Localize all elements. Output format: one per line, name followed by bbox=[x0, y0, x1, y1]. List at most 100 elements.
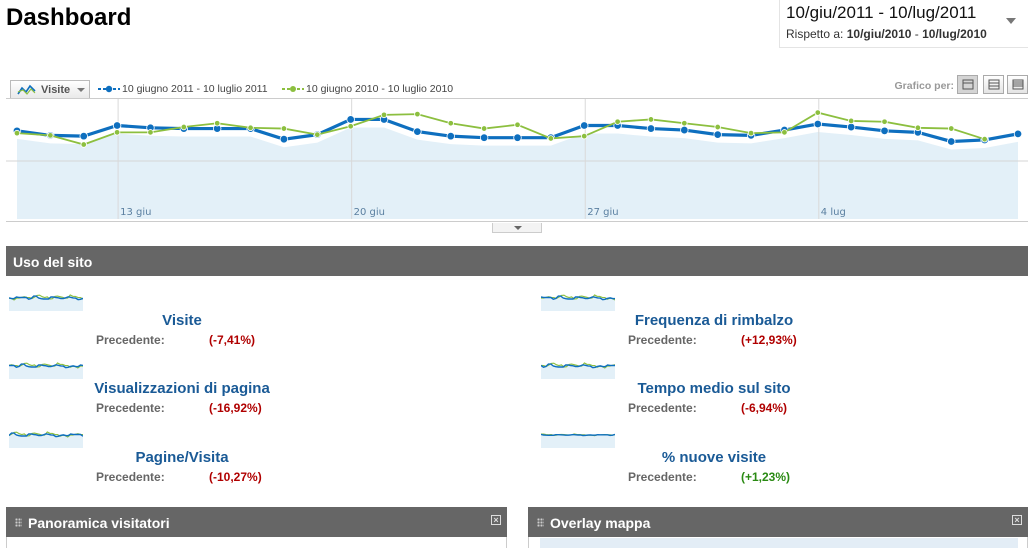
metric-avg-time[interactable]: Tempo medio sul sito Precedente: (-6,94%… bbox=[538, 359, 1028, 423]
sparkline-current bbox=[541, 433, 615, 437]
metric-delta: (-6,94%) bbox=[741, 401, 788, 415]
data-point-previous bbox=[514, 121, 521, 128]
data-point-previous bbox=[881, 118, 888, 125]
compare-label: Rispetto a: bbox=[786, 27, 844, 41]
close-icon[interactable]: × bbox=[1012, 515, 1022, 525]
data-point-previous bbox=[781, 129, 788, 136]
sparkline-fill bbox=[9, 297, 83, 311]
metric-bounce-rate[interactable]: Frequenza di rimbalzo Precedente: (+12,9… bbox=[538, 291, 1028, 355]
metric-delta: (-7,41%) bbox=[209, 333, 256, 347]
metric-name[interactable]: Pagine/Visita bbox=[135, 449, 229, 466]
data-point-previous bbox=[47, 132, 54, 139]
visits-chart-svg: 13 giu 20 giu 27 giu 4 lug bbox=[6, 99, 1028, 219]
map-widget-header[interactable]: Overlay mappa × bbox=[528, 507, 1028, 537]
chart-resize-handle[interactable] bbox=[492, 223, 542, 233]
data-point-previous bbox=[113, 129, 121, 136]
line-chart-icon bbox=[17, 84, 36, 95]
data-point-previous bbox=[948, 125, 955, 132]
sparkline-bounce-rate bbox=[541, 294, 615, 311]
compare-start: 10/giu/2010 bbox=[846, 27, 912, 41]
sparkline-current bbox=[9, 432, 83, 438]
sparkline-current bbox=[541, 363, 615, 369]
metric-dropdown[interactable]: Visite bbox=[10, 80, 90, 99]
metric-new-visits[interactable]: % nuove visite Precedente: (+1,23%) bbox=[538, 428, 1028, 492]
graph-by-label: Grafico per: bbox=[894, 80, 954, 92]
x-tick-label: 27 giu bbox=[587, 207, 618, 218]
x-tick-label: 4 lug bbox=[821, 207, 846, 218]
data-point-previous bbox=[213, 120, 221, 127]
compare-separator: - bbox=[911, 27, 923, 41]
data-point-current bbox=[513, 133, 522, 142]
data-point-current bbox=[880, 126, 889, 136]
visits-chart[interactable]: 13 giu 20 giu 27 giu 4 lug bbox=[6, 98, 1028, 222]
sparkline-fill bbox=[541, 297, 615, 311]
drag-handle-icon[interactable] bbox=[537, 518, 544, 527]
sparkline-pages-per-visit bbox=[9, 431, 83, 448]
data-point-previous bbox=[147, 129, 154, 136]
data-point-previous bbox=[681, 120, 688, 127]
view-month-button[interactable] bbox=[1007, 75, 1028, 94]
close-icon[interactable]: × bbox=[491, 515, 501, 525]
data-point-previous bbox=[247, 124, 254, 131]
data-point-previous bbox=[981, 136, 988, 143]
data-point-previous bbox=[814, 109, 821, 116]
data-point-previous bbox=[847, 117, 855, 125]
sparkline-current bbox=[9, 363, 83, 369]
data-point-previous bbox=[614, 118, 621, 125]
data-point-previous bbox=[447, 120, 454, 127]
visitors-widget-header[interactable]: Panoramica visitatori × bbox=[6, 507, 507, 537]
drag-handle-icon[interactable] bbox=[15, 518, 22, 527]
data-point-current bbox=[279, 135, 289, 144]
data-point-previous bbox=[180, 123, 188, 131]
data-point-previous bbox=[914, 124, 922, 131]
previous-label: Precedente: bbox=[96, 333, 165, 347]
metric-delta: (-16,92%) bbox=[209, 401, 262, 415]
data-point-previous bbox=[380, 111, 388, 119]
metric-name[interactable]: % nuove visite bbox=[661, 449, 767, 466]
sparkline-current bbox=[9, 295, 83, 301]
view-day-button[interactable] bbox=[957, 75, 978, 94]
legend-current-label: 10 giugno 2011 - 10 luglio 2011 bbox=[122, 83, 268, 95]
metric-name[interactable]: Visite bbox=[162, 312, 202, 329]
metric-visits[interactable]: Visite Precedente: (-7,41%) bbox=[6, 291, 506, 355]
date-range-picker[interactable]: 10/giu/2011 - 10/lug/2011 Rispetto a: 10… bbox=[779, 0, 1028, 48]
metric-name[interactable]: Frequenza di rimbalzo bbox=[634, 312, 794, 329]
previous-label: Precedente: bbox=[628, 333, 697, 347]
date-range-main: 10/giu/2011 - 10/lug/2011 bbox=[786, 3, 977, 22]
sparkline-fill bbox=[541, 434, 615, 448]
chart-area-fill bbox=[17, 127, 1018, 219]
data-point-previous bbox=[547, 135, 555, 142]
data-point-previous bbox=[280, 125, 288, 132]
metric-name[interactable]: Visualizzazioni di pagina bbox=[94, 380, 270, 397]
metric-pages-per-visit[interactable]: Pagine/Visita Precedente: (-10,27%) bbox=[6, 428, 506, 492]
metric-delta: (-10,27%) bbox=[209, 470, 262, 484]
sparkline-current bbox=[541, 295, 615, 301]
chart-toolbar: Visite 10 giugno 2011 - 10 luglio 2011 1… bbox=[10, 75, 1028, 99]
metric-name[interactable]: Tempo medio sul sito bbox=[637, 380, 791, 397]
data-point-previous bbox=[13, 129, 21, 137]
view-week-button[interactable] bbox=[983, 75, 1004, 94]
map-widget-title: Overlay mappa bbox=[550, 515, 651, 531]
data-point-current bbox=[346, 115, 355, 124]
week-view-icon bbox=[988, 79, 1000, 90]
data-point-current bbox=[446, 131, 455, 141]
data-point-current bbox=[947, 137, 956, 146]
data-point-previous bbox=[480, 125, 488, 132]
map-preview[interactable] bbox=[540, 538, 1018, 548]
sparkline-avg-time bbox=[541, 362, 615, 379]
chevron-down-icon[interactable] bbox=[1006, 18, 1016, 24]
previous-label: Precedente: bbox=[628, 470, 697, 484]
data-point-previous bbox=[581, 132, 588, 140]
day-view-icon bbox=[962, 79, 974, 90]
sparkline-new-visits bbox=[541, 433, 615, 448]
metric-delta: (+1,23%) bbox=[741, 470, 791, 484]
metric-pageviews[interactable]: Visualizzazioni di pagina Precedente: (-… bbox=[6, 359, 506, 423]
data-point-current bbox=[79, 131, 88, 141]
page-title: Dashboard bbox=[6, 4, 132, 31]
sparkline-pageviews bbox=[9, 362, 83, 379]
visitors-widget-body bbox=[6, 537, 507, 548]
data-point-current bbox=[713, 130, 722, 139]
data-point-previous bbox=[414, 110, 421, 118]
month-view-icon bbox=[1012, 79, 1024, 90]
sparkline-fill bbox=[9, 434, 83, 448]
